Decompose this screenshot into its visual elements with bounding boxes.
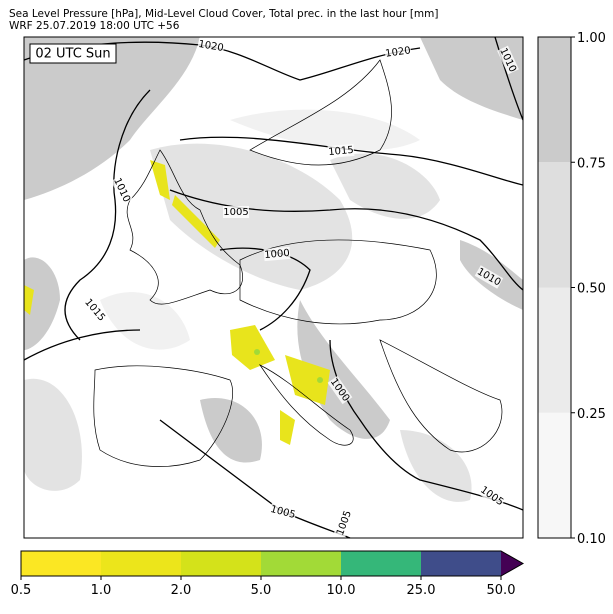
isobar-label-bg — [268, 502, 298, 522]
colorbar-segment — [341, 551, 421, 576]
colorbar-segment — [181, 551, 261, 576]
isobar-label: 1005 — [223, 207, 248, 218]
colorbar-tick-label: 5.0 — [251, 583, 272, 598]
title: Sea Level Pressure [hPa], Mid-Level Clou… — [9, 8, 439, 20]
colorbar-segment — [538, 162, 571, 288]
colorbar-segment — [21, 551, 101, 576]
colorbar-tick-label: 1.00 — [577, 31, 606, 46]
isobar-label-bg — [333, 508, 355, 538]
colorbar-tick-label: 2.0 — [171, 583, 192, 598]
colorbar-segment — [538, 287, 571, 413]
colorbar-segment — [101, 551, 181, 576]
cloud-area — [24, 143, 472, 502]
colorbar-extension — [501, 551, 523, 576]
map: 02 UTC Sun 1020 1020 101010151010100510001… — [23, 36, 524, 539]
colorbar-tick-label: 1.0 — [91, 583, 112, 598]
isobar-label-bg — [477, 483, 507, 509]
isobar-label-bg — [263, 246, 291, 262]
coastline — [93, 59, 503, 467]
colorbar-segment — [538, 37, 571, 163]
isobar-label: 1000 — [264, 248, 290, 261]
isobar-label-bg — [111, 175, 133, 205]
colorbar-tick-label: 0.5 — [11, 583, 32, 598]
cloud-area — [100, 109, 420, 350]
isobar-label-bg — [497, 45, 519, 75]
isobar-label-bg — [223, 206, 249, 218]
isobar-label-bg — [197, 37, 225, 55]
cloud-area — [24, 37, 523, 463]
colorbar-tick-label: 0.75 — [577, 156, 606, 171]
isobar-label: 1020 — [385, 45, 412, 59]
isobar-label-bg — [384, 44, 412, 60]
colorbar-frame — [20, 550, 525, 577]
colorbar-tick-label: 0.10 — [577, 532, 606, 547]
isobar-label-bg — [82, 296, 108, 324]
precip-area — [24, 160, 330, 445]
colorbar-segment — [421, 551, 501, 576]
isobar-label: 1015 — [328, 145, 354, 158]
colorbar-tick-label: 50.0 — [487, 583, 516, 598]
cloud-colorbar: 0.10 0.25 0.50 0.75 1.00 — [537, 31, 606, 547]
colorbar-tick-label: 0.50 — [577, 282, 606, 297]
subtitle: WRF 25.07.2019 18:00 UTC +56 — [9, 20, 180, 32]
colorbar-tick-label: 0.25 — [577, 407, 606, 422]
colorbar-tick-label: 10.0 — [327, 583, 356, 598]
colorbar-segment — [261, 551, 341, 576]
isobar-label-bg — [474, 265, 504, 289]
colorbar-tick-label: 25.0 — [407, 583, 436, 598]
isobar-label-bg — [327, 143, 355, 159]
colorbar-segment — [538, 412, 571, 538]
precip-colorbar: 0.5 1.0 2.0 5.0 10.0 25.0 50.0 — [11, 550, 525, 598]
isobar-label: 1020 — [197, 39, 224, 54]
isobar-label-bg — [327, 375, 353, 405]
time-label: 02 UTC Sun — [35, 47, 110, 62]
